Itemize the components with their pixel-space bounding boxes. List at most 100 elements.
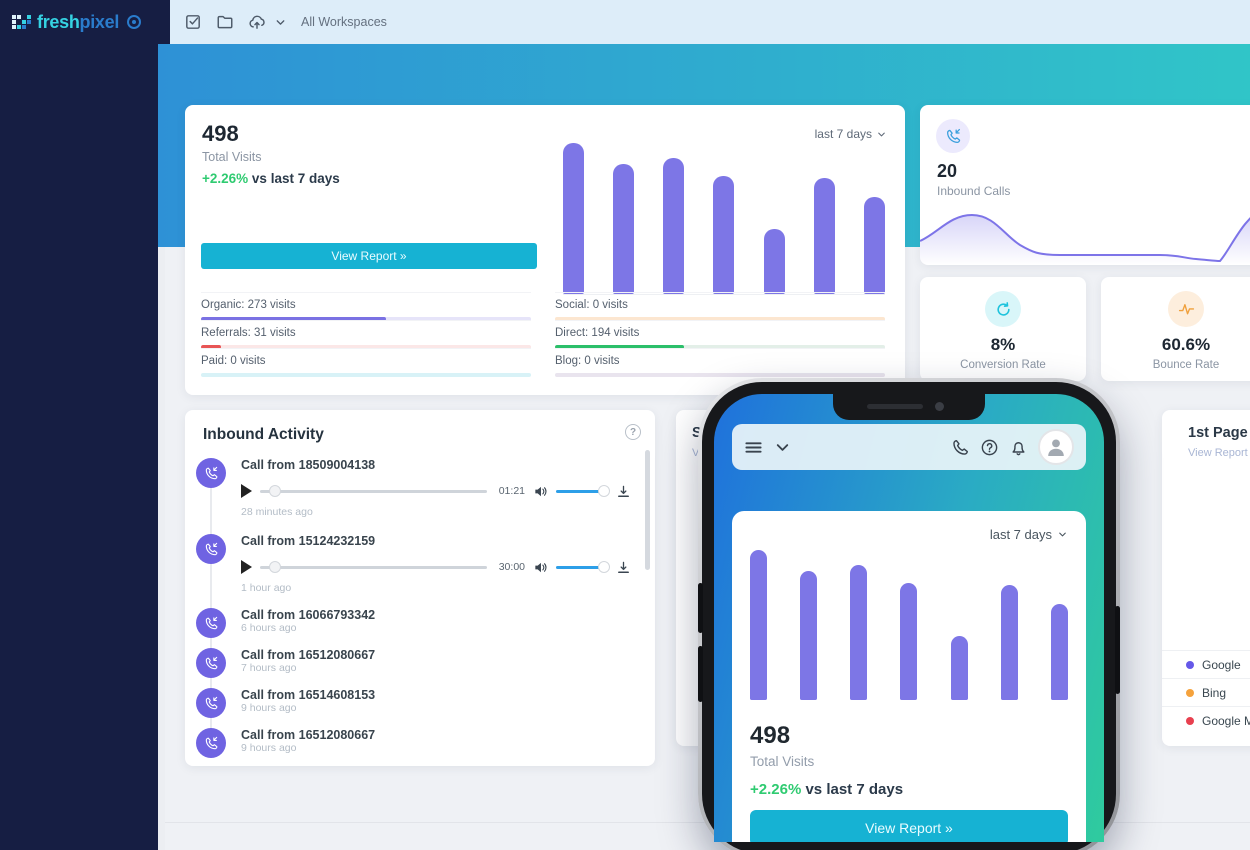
total-visits-label: Total Visits xyxy=(750,754,815,769)
logo-text: freshpixel xyxy=(37,11,120,32)
phone-speaker xyxy=(867,404,923,409)
help-icon[interactable] xyxy=(980,438,999,457)
person-icon xyxy=(1048,439,1064,456)
bell-icon[interactable] xyxy=(1009,438,1028,457)
view-report-button[interactable]: View Report » xyxy=(750,810,1068,842)
menu-icon[interactable] xyxy=(744,438,763,457)
inbound-activity-title: Inbound Activity xyxy=(203,426,324,443)
calls-area-chart xyxy=(920,213,1250,265)
call-number: Call from 16512080667 xyxy=(241,648,376,662)
phone-frame: last 7 days 498 Total Visits +2.26% vs l… xyxy=(698,378,1120,850)
first-page-title: 1st Page Rankings xyxy=(1188,425,1250,441)
download-icon[interactable] xyxy=(616,484,631,499)
speaker-icon[interactable] xyxy=(533,560,548,575)
top-toolbar: All Workspaces xyxy=(170,0,1250,44)
bar xyxy=(900,583,918,700)
range-selector[interactable]: last 7 days xyxy=(750,527,1068,542)
play-button[interactable] xyxy=(241,560,252,574)
duration-label: 30:00 xyxy=(498,561,525,573)
call-number: Call from 16066793342 xyxy=(241,608,376,622)
timeline-connector xyxy=(210,472,212,740)
download-icon[interactable] xyxy=(616,560,631,575)
phone-notch xyxy=(833,394,985,420)
volume-handle[interactable] xyxy=(598,560,610,573)
bar xyxy=(1000,584,1018,700)
phone-icon[interactable] xyxy=(951,438,970,457)
stat-paid: Paid: 0 visits xyxy=(201,348,531,377)
phone-mockup: last 7 days 498 Total Visits +2.26% vs l… xyxy=(698,378,1120,850)
bar xyxy=(750,550,767,700)
bar xyxy=(863,197,885,294)
audio-player: 30:00 xyxy=(241,554,631,580)
phone-incoming-icon xyxy=(936,119,970,153)
inbound-calls-value: 20 xyxy=(937,161,958,181)
seek-handle[interactable] xyxy=(269,484,282,497)
call-item: Call from 16514608153 9 hours ago xyxy=(185,688,655,728)
total-visits-delta: +2.26% vs last 7 days xyxy=(750,781,904,798)
conversion-rate-card: 8% Conversion Rate xyxy=(920,277,1086,381)
volume-down-button xyxy=(698,646,703,702)
avatar[interactable] xyxy=(1038,429,1074,465)
total-visits-value: 498 xyxy=(750,722,791,749)
bar xyxy=(613,164,635,294)
help-icon[interactable]: ? xyxy=(625,424,641,440)
call-time: 9 hours ago xyxy=(241,702,297,714)
bounce-rate-value: 60.6% xyxy=(1161,335,1211,354)
phone-incoming-icon xyxy=(196,648,226,678)
range-selector[interactable]: last 7 days xyxy=(815,127,887,141)
workspace-selector[interactable]: All Workspaces xyxy=(301,15,387,29)
sidebar xyxy=(0,0,158,850)
seek-slider[interactable] xyxy=(260,484,487,497)
bar xyxy=(800,571,818,700)
phone-incoming-icon xyxy=(196,728,226,758)
folder-icon[interactable] xyxy=(216,13,234,31)
volume-handle[interactable] xyxy=(598,484,610,497)
call-number: Call from 16512080667 xyxy=(241,728,376,742)
stat-organic: Organic: 273 visits xyxy=(201,292,531,321)
volume-slider[interactable] xyxy=(556,484,610,497)
seek-slider[interactable] xyxy=(260,560,487,573)
chevron-down-icon[interactable] xyxy=(773,438,792,457)
bounce-rate-label: Bounce Rate xyxy=(1152,359,1220,371)
bar xyxy=(813,177,835,294)
conversion-rate-value: 8% xyxy=(990,335,1016,354)
bar xyxy=(950,635,968,700)
stat-direct: Direct: 194 visits xyxy=(555,320,885,349)
conversion-rate-label: Conversion Rate xyxy=(960,359,1046,371)
duration-label: 01:21 xyxy=(498,485,525,497)
legend-google: Google xyxy=(1162,650,1250,678)
chevron-down-icon xyxy=(878,132,885,136)
inbound-activity-card: Inbound Activity ? Call from 18509004138… xyxy=(185,410,655,766)
view-report-button[interactable]: View Report » xyxy=(201,243,537,269)
logo-target-icon xyxy=(127,15,142,29)
phone-incoming-icon xyxy=(196,534,226,564)
phone-incoming-icon xyxy=(196,688,226,718)
stat-referrals: Referrals: 31 visits xyxy=(201,320,531,349)
call-item: Call from 16066793342 6 hours ago xyxy=(185,608,655,648)
cloud-upload-icon[interactable] xyxy=(248,13,266,31)
legend-bing: Bing xyxy=(1162,678,1250,706)
legend-dot xyxy=(1186,716,1194,725)
speaker-icon[interactable] xyxy=(533,484,548,499)
volume-slider[interactable] xyxy=(556,560,610,573)
legend-dot xyxy=(1186,660,1194,669)
sidebar-scrollbar[interactable] xyxy=(158,247,165,850)
stat-social: Social: 0 visits xyxy=(555,292,885,321)
chevron-down-icon xyxy=(1059,532,1066,537)
activity-scrollbar[interactable] xyxy=(645,450,650,570)
call-time: 7 hours ago xyxy=(241,662,297,674)
bar xyxy=(663,158,685,294)
chevron-down-icon[interactable] xyxy=(274,16,287,29)
view-report-link[interactable]: View Report xyxy=(1188,447,1248,459)
logo[interactable]: freshpixel xyxy=(0,0,170,44)
bar xyxy=(563,143,584,294)
legend-google-maps: Google Maps xyxy=(1162,706,1250,734)
task-check-icon[interactable] xyxy=(184,13,202,31)
call-time: 6 hours ago xyxy=(241,622,297,634)
play-button[interactable] xyxy=(241,484,252,498)
first-page-card: 1st Page Rankings View Report Google Bin… xyxy=(1162,410,1250,746)
legend-dot xyxy=(1186,688,1194,697)
call-item: Call from 18509004138 01:21 28 minutes a… xyxy=(185,458,655,534)
phone-incoming-icon xyxy=(196,458,226,488)
seek-handle[interactable] xyxy=(269,560,282,573)
